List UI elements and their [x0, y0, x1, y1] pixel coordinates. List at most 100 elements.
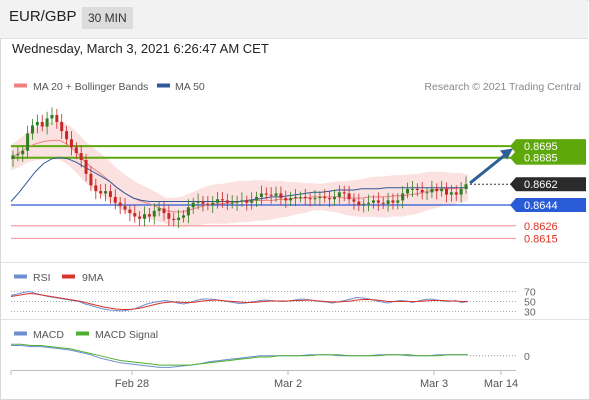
x-tick-label: Mar 3 — [420, 378, 448, 390]
candle-body — [35, 121, 39, 126]
x-tick-label: Mar 14 — [484, 378, 518, 390]
candle-body — [440, 188, 444, 192]
level-label-0.8685: 0.8685 — [524, 153, 558, 165]
candle-body — [16, 154, 20, 156]
macd-legend: MACD MACD Signal — [14, 329, 158, 341]
candle-body — [94, 185, 98, 192]
rsi-legend-swatch — [14, 274, 27, 279]
x-tick-label: Feb 28 — [115, 378, 149, 390]
candle-body — [264, 193, 268, 195]
candle-body — [435, 188, 439, 192]
ma20-legend-swatch — [14, 83, 27, 88]
candle-body — [401, 193, 405, 201]
candle-body — [259, 193, 263, 197]
candle-body — [21, 150, 25, 155]
rsi-legend: RSI 9MA — [14, 272, 104, 284]
ma50-legend-label: MA 50 — [175, 81, 205, 93]
candle-body — [225, 200, 229, 203]
macd-tick-label: 0 — [524, 351, 530, 363]
rsi-tick-label: 70 — [524, 287, 536, 299]
candle-body — [391, 200, 395, 203]
candle-body — [406, 188, 410, 194]
candle-body — [128, 209, 132, 214]
candle-body — [108, 191, 112, 197]
current-price-label: 0.8662 — [524, 179, 558, 191]
macd-legend-swatch — [14, 331, 27, 336]
candle-body — [371, 200, 375, 203]
candle-body — [357, 201, 361, 205]
candle-body — [181, 215, 185, 218]
candle-body — [381, 202, 385, 204]
ma50-legend-swatch — [157, 83, 170, 88]
price-legend: MA 20 + Bollinger Bands MA 50 Research ©… — [14, 81, 581, 93]
candle-body — [191, 202, 195, 208]
candle-body — [274, 193, 278, 196]
candle-body — [69, 139, 73, 148]
candle-body — [211, 202, 215, 205]
candle-body — [65, 131, 69, 140]
candle-body — [328, 198, 332, 200]
candle-body — [104, 191, 108, 194]
candle-body — [313, 198, 317, 200]
macd-series-0 — [11, 345, 468, 368]
candle-body — [152, 210, 156, 217]
candle-body — [337, 192, 341, 197]
candle-body — [40, 121, 44, 127]
candle-body — [157, 208, 161, 211]
candle-body — [303, 196, 307, 199]
macd-series-1 — [11, 343, 468, 366]
rsi-ma-legend-swatch — [62, 274, 75, 279]
candle-body — [430, 188, 434, 193]
candle-body — [362, 203, 366, 205]
candle-body — [415, 188, 419, 190]
level-tag-0.8685 — [516, 150, 586, 165]
macd-panel: 0 — [11, 343, 530, 368]
candle-body — [250, 200, 254, 203]
x-tick-label: Mar 2 — [274, 378, 302, 390]
candle-body — [60, 121, 64, 132]
candle-body — [454, 192, 458, 195]
candle-body — [118, 202, 122, 207]
candle-body — [298, 196, 302, 198]
candle-body — [216, 199, 220, 203]
candle-body — [201, 201, 205, 204]
ma20-legend-label: MA 20 + Bollinger Bands — [33, 81, 148, 93]
level-tag-0.8644 — [516, 198, 586, 212]
candle-body — [308, 198, 312, 200]
candle-body — [420, 190, 424, 193]
rsi-tick-label: 50 — [524, 297, 536, 309]
level-label-0.8695: 0.8695 — [524, 141, 558, 153]
rsi-ma-legend-label: 9MA — [82, 272, 104, 284]
candle-body — [123, 206, 127, 210]
candle-body — [235, 201, 239, 203]
candle-body — [30, 125, 34, 134]
timeframe-badge[interactable]: 30 MIN — [82, 7, 133, 29]
candle-body — [162, 208, 166, 214]
candle-body — [376, 200, 380, 203]
candle-body — [396, 200, 400, 203]
level-tag-pointer-0.8685 — [510, 150, 516, 165]
candle-body — [230, 202, 234, 204]
candle-body — [386, 200, 390, 204]
candle-body — [255, 196, 259, 201]
candle-body — [89, 173, 93, 186]
macd-signal-legend-label: MACD Signal — [95, 329, 158, 341]
candle-body — [294, 196, 298, 199]
candle-body — [79, 153, 83, 160]
candle-body — [55, 115, 59, 122]
candle-body — [50, 115, 54, 119]
candle-body — [172, 218, 176, 220]
candle-body — [342, 192, 346, 194]
candle-body — [352, 199, 356, 202]
datetime-label: Wednesday, March 3, 2021 6:26:47 AM CET — [12, 41, 269, 56]
candle-body — [45, 118, 49, 127]
macd-legend-label: MACD — [33, 329, 64, 341]
candle-body — [284, 198, 288, 201]
bollinger-band — [11, 120, 468, 228]
candle-body — [74, 147, 78, 154]
rsi-series-1 — [10, 292, 468, 310]
candle-body — [26, 133, 30, 151]
candle-body — [138, 216, 142, 219]
